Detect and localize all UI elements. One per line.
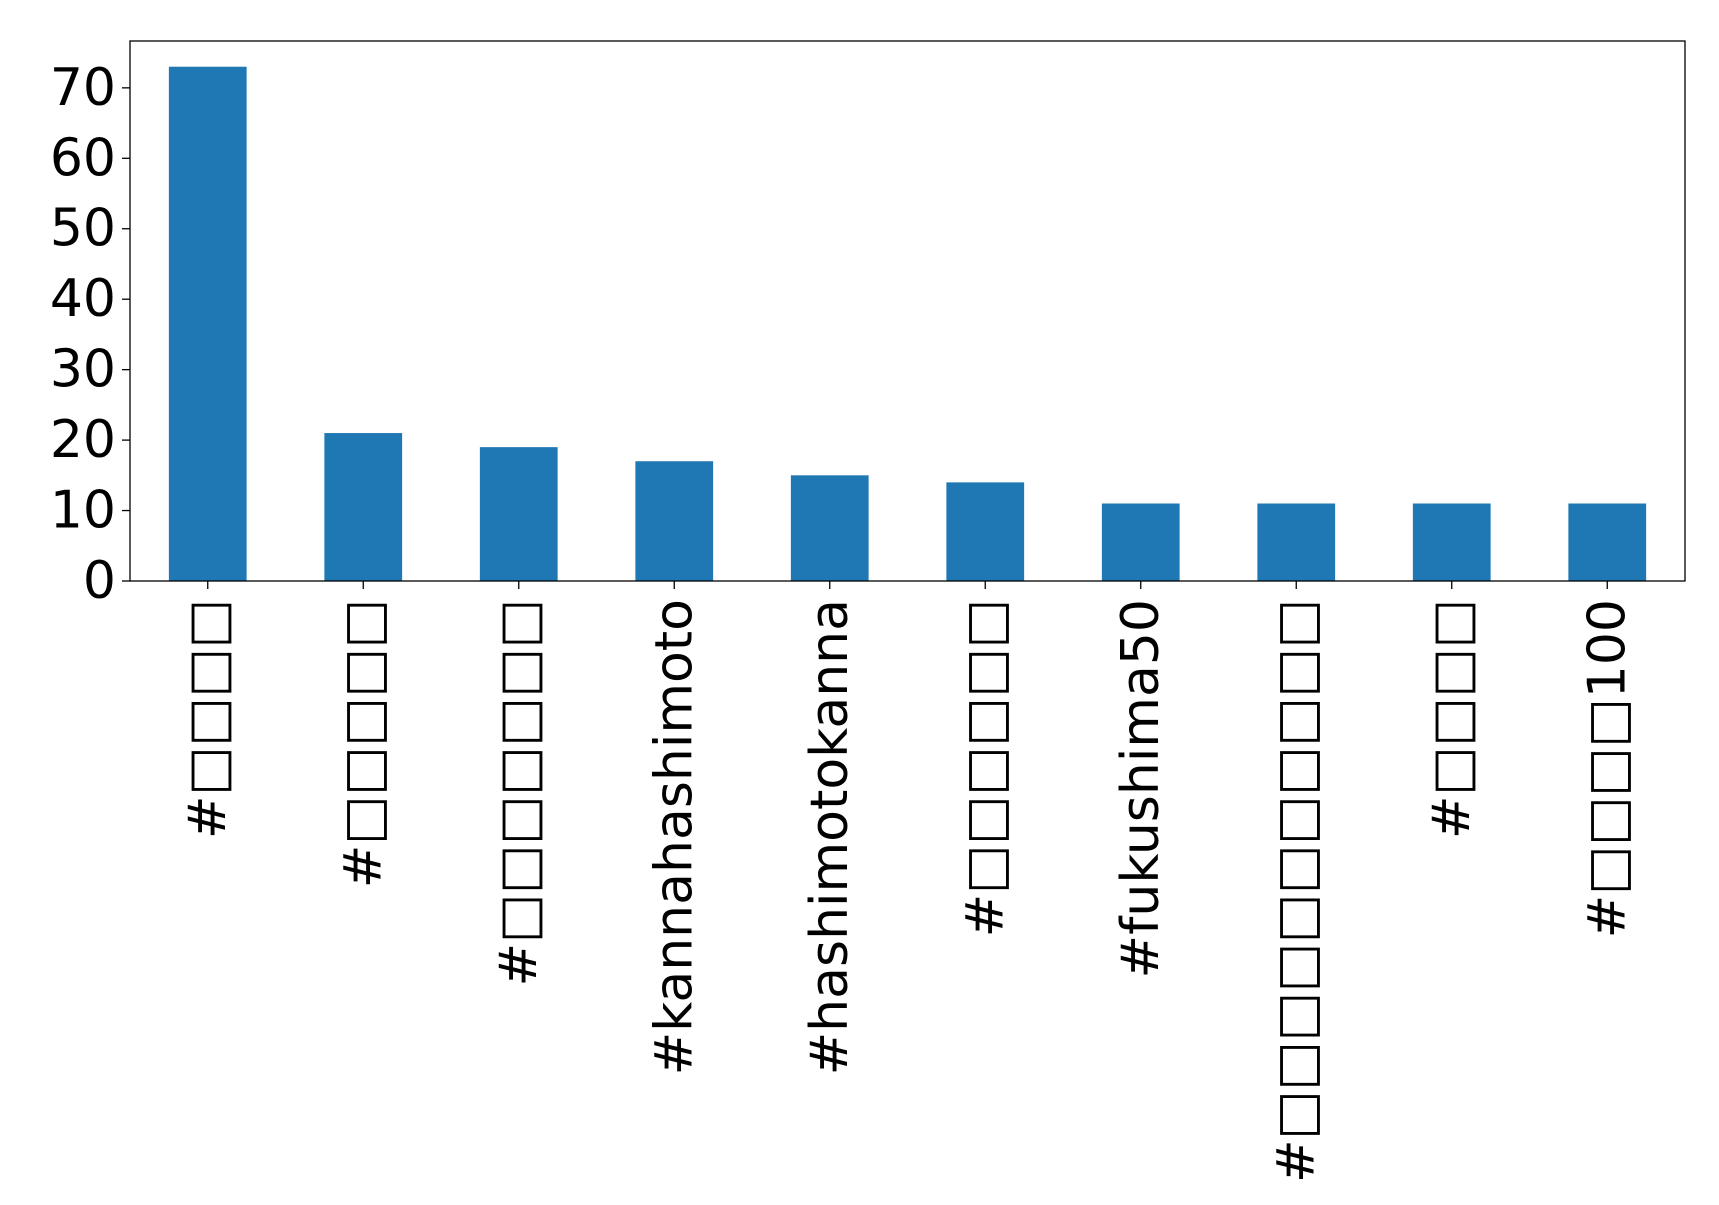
bar [1568, 503, 1647, 581]
y-axis: 0 10 20 30 40 50 60 70 [50, 58, 130, 611]
x-tick-label: #□□□□ [178, 599, 238, 839]
y-tick-label: 30 [50, 340, 116, 400]
plot-area-frame [129, 40, 1686, 582]
bar [1412, 503, 1491, 581]
y-tick-label: 0 [83, 551, 116, 611]
bar [1101, 503, 1180, 581]
y-tick-label: 40 [50, 269, 116, 329]
y-tick-label: 70 [50, 58, 116, 118]
x-tick-label: #kannahashimoto [644, 599, 704, 1075]
x-axis: #□□□□ #□□□□□ #□□□□□□□ #kannahashimoto #hashi… [178, 581, 1637, 1183]
x-tick-label: #hashimotokanna [800, 599, 860, 1075]
bar [1257, 503, 1336, 581]
x-tick-label: #□□□□□□□□□□□ [1266, 599, 1326, 1183]
bar [635, 461, 714, 581]
x-tick-label: #□□□□ [1422, 599, 1482, 839]
x-tick-label: #□□□□□ [333, 599, 393, 888]
x-tick-label: #□□□□□□ [955, 599, 1015, 937]
x-tick-label: #fukushima50 [1111, 599, 1171, 979]
x-tick-label: #□□□□□□□ [489, 599, 549, 987]
x-tick-label: #□□□□100 [1577, 599, 1637, 938]
bar [946, 482, 1025, 581]
y-tick-label: 10 [50, 481, 116, 541]
y-tick-label: 20 [50, 410, 116, 470]
bar [790, 475, 869, 581]
y-tick-label: 60 [50, 128, 116, 188]
bar [479, 447, 558, 581]
y-tick-label: 50 [50, 199, 116, 259]
bar [324, 433, 403, 581]
bar [168, 66, 247, 581]
bars-group [168, 66, 1647, 581]
